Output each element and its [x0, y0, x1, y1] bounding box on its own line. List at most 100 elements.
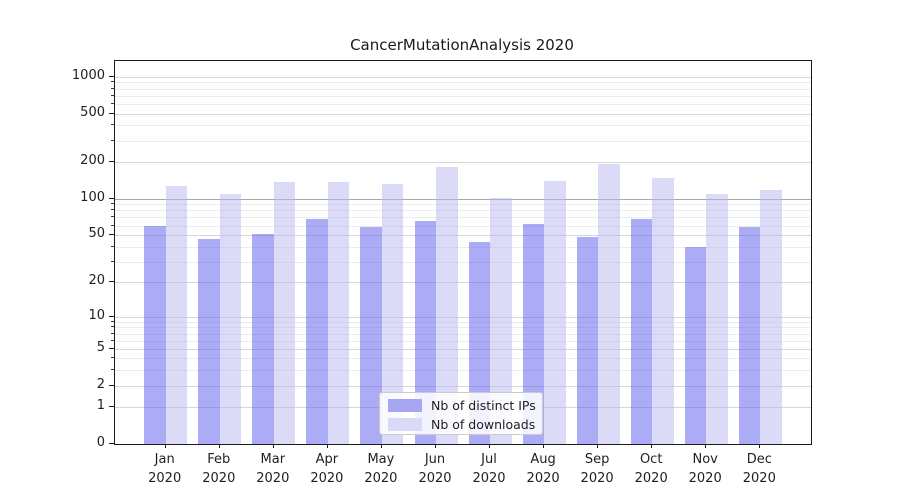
- y-tick-label: 0: [96, 435, 105, 450]
- x-tick-label: Aug 2020: [513, 450, 573, 488]
- x-tick-label-line: Aug: [530, 452, 556, 467]
- y-minor-tick-mark: [111, 369, 114, 371]
- minor-gridline: [115, 358, 811, 360]
- x-tick-label: Apr 2020: [297, 450, 357, 488]
- x-tick-mark: [326, 444, 328, 448]
- x-tick-mark: [759, 444, 761, 448]
- minor-gridline: [115, 261, 811, 263]
- bar: [360, 227, 382, 444]
- x-tick-mark: [218, 444, 220, 448]
- bar: [738, 227, 761, 444]
- bar: [219, 193, 242, 444]
- y-tick-mark: [109, 315, 114, 317]
- minor-gridline: [115, 210, 811, 212]
- x-tick-label-line: May: [367, 452, 395, 467]
- y-minor-tick-mark: [111, 332, 114, 334]
- minor-gridline: [115, 321, 811, 323]
- x-tick-mark: [651, 444, 653, 448]
- x-tick-label-line: Oct: [639, 452, 663, 467]
- y-tick-mark: [109, 384, 114, 386]
- bar: [165, 185, 188, 444]
- bar: [490, 197, 512, 444]
- y-tick-label: 10: [88, 307, 105, 323]
- y-tick-label: 500: [80, 104, 105, 120]
- legend-label: Nb of distinct IPs: [431, 398, 536, 413]
- bar: [381, 183, 404, 444]
- y-tick-label: 20: [88, 273, 105, 289]
- x-tick-label-line: Sep: [584, 452, 610, 467]
- y-minor-tick-mark: [111, 260, 114, 262]
- y-minor-tick-mark: [111, 357, 114, 359]
- x-tick-label-line: 2020: [526, 471, 560, 486]
- y-tick-mark: [109, 161, 114, 163]
- x-tick-label: Jan 2020: [135, 450, 195, 488]
- bar: [630, 218, 653, 444]
- minor-gridline: [115, 340, 811, 342]
- y-minor-tick-mark: [111, 81, 114, 83]
- minor-gridline: [115, 246, 811, 248]
- x-tick-label: May 2020: [351, 450, 411, 488]
- y-tick-mark: [109, 406, 114, 408]
- x-tick-mark: [164, 444, 166, 448]
- bar: [598, 164, 620, 444]
- y-minor-tick-mark: [111, 94, 114, 96]
- y-tick-mark: [109, 75, 114, 77]
- y-minor-tick-mark: [111, 326, 114, 328]
- y-tick-mark: [109, 443, 114, 444]
- minor-gridline: [115, 82, 811, 84]
- y-tick-mark: [109, 347, 114, 349]
- y-tick-mark: [109, 112, 114, 114]
- legend-label: Nb of downloads: [431, 417, 536, 432]
- plot-area: Nb of distinct IPs Nb of downloads: [114, 60, 812, 445]
- y-tick-label: 200: [80, 153, 105, 169]
- major-gridline: [115, 113, 811, 115]
- minor-gridline: [115, 88, 811, 90]
- x-tick-mark: [380, 444, 382, 448]
- minor-gridline: [115, 125, 811, 127]
- minor-gridline: [115, 333, 811, 335]
- x-tick-mark: [489, 444, 490, 448]
- major-gridline: [115, 198, 811, 200]
- bar: [198, 239, 220, 444]
- minor-gridline: [115, 204, 811, 206]
- legend-swatch: [388, 399, 422, 412]
- y-minor-tick-mark: [111, 203, 114, 205]
- x-tick-label-line: 2020: [202, 471, 236, 486]
- legend: Nb of distinct IPs Nb of downloads: [379, 392, 543, 435]
- y-minor-tick-mark: [111, 209, 114, 211]
- x-tick-label: Oct 2020: [621, 450, 681, 488]
- y-minor-tick-mark: [111, 320, 114, 322]
- x-tick-label-line: 2020: [364, 471, 398, 486]
- minor-gridline: [115, 95, 811, 97]
- x-tick-label-line: 2020: [688, 471, 722, 486]
- x-tick-label: Jul 2020: [459, 450, 519, 488]
- x-tick-label: Jun 2020: [405, 450, 465, 488]
- x-tick-mark: [435, 444, 436, 448]
- y-tick-label: 1000: [71, 67, 105, 83]
- y-minor-tick-mark: [111, 124, 114, 126]
- x-tick-label-line: 2020: [580, 471, 614, 486]
- x-tick-label: Feb 2020: [189, 450, 249, 488]
- chart-title: CancerMutationAnalysis 2020: [350, 36, 574, 54]
- minor-gridline: [115, 225, 811, 227]
- major-gridline: [115, 316, 811, 318]
- minor-gridline: [115, 370, 811, 372]
- y-tick-label: 100: [80, 189, 105, 205]
- minor-gridline: [115, 103, 811, 105]
- major-gridline: [115, 348, 811, 350]
- y-minor-tick-mark: [111, 224, 114, 226]
- x-tick-mark: [543, 444, 545, 448]
- bar: [652, 178, 674, 444]
- x-tick-label-line: Jan: [154, 452, 175, 467]
- y-minor-tick-mark: [111, 245, 114, 247]
- bar: [544, 180, 566, 444]
- x-tick-label: Nov 2020: [675, 450, 735, 488]
- x-tick-label-line: 2020: [418, 471, 452, 486]
- y-tick-label: 50: [88, 226, 105, 241]
- x-tick-label-line: Jul: [481, 452, 497, 467]
- x-tick-label-line: 2020: [472, 471, 506, 486]
- x-tick-mark: [272, 444, 274, 448]
- bar: [306, 218, 328, 444]
- bar: [522, 223, 545, 444]
